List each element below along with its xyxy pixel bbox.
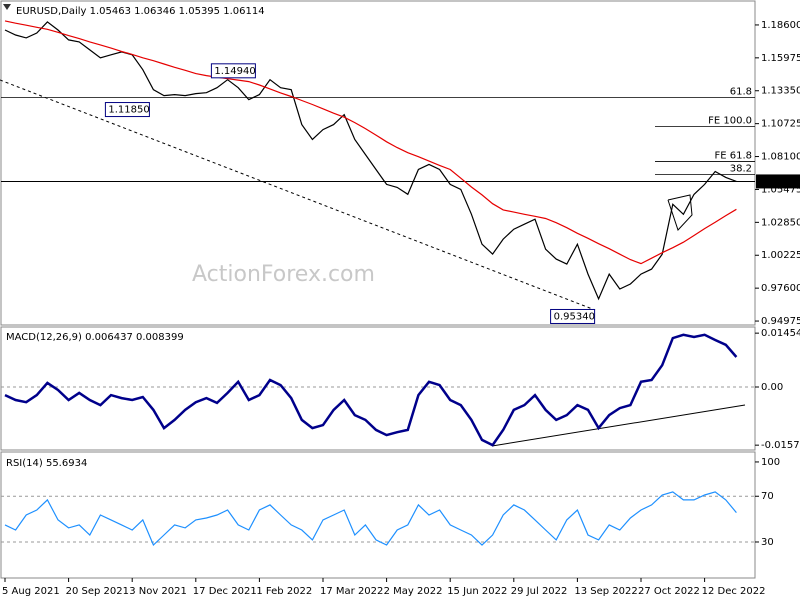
price-panel (0, 0, 756, 326)
y-tick-label: 0.00 (761, 382, 783, 393)
x-tick-label: 29 Jul 2022 (511, 586, 568, 597)
level-label: FE 61.8 (714, 150, 752, 161)
annotation-label: 1.14940 (214, 66, 255, 77)
rsi-panel (0, 451, 756, 579)
x-tick-label: 1 Feb 2022 (256, 586, 312, 597)
x-tick-label: 27 Oct 2022 (638, 586, 700, 597)
y-tick-label: 1.18600 (761, 20, 800, 31)
rsi-title: RSI(14) 55.6934 (6, 458, 87, 469)
y-tick-label: 1.05475 (761, 184, 800, 195)
x-tick-label: 13 Sep 2022 (574, 586, 637, 597)
x-tick-label: 15 Jun 2022 (447, 586, 507, 597)
annotation-box (210, 63, 256, 79)
x-tick-label: 3 Nov 2021 (129, 586, 187, 597)
annotation-box (104, 102, 150, 118)
x-tick-label: 2 May 2022 (384, 586, 443, 597)
x-tick-label: 17 Mar 2022 (320, 586, 383, 597)
y-tick-label: 70 (761, 491, 774, 502)
price-title: EURUSD,Daily 1.05463 1.06346 1.05395 1.0… (16, 6, 265, 17)
macd-trendline (491, 404, 746, 447)
trendline (0, 79, 596, 311)
channel (667, 194, 693, 231)
level-label: FE 100.0 (708, 116, 752, 127)
x-tick-label: 5 Aug 2021 (2, 586, 60, 597)
level-label: 38.2 (730, 163, 752, 174)
y-tick-label: 1.08100 (761, 152, 800, 163)
series-line (4, 491, 737, 547)
y-tick-label: 1.10725 (761, 119, 800, 130)
level-label: 61.8 (730, 87, 752, 98)
annotation-box (550, 308, 596, 324)
macd-title: MACD(12,26,9) 0.006437 0.008399 (6, 332, 184, 343)
y-tick-label: 0.94975 (761, 316, 800, 327)
y-tick-label: 1.13350 (761, 86, 800, 97)
series-line (4, 333, 738, 447)
macd-panel (0, 326, 756, 451)
annotation-label: 0.95340 (554, 311, 595, 322)
y-tick-label: 1.15975 (761, 53, 800, 64)
x-tick-label: 17 Dec 2021 (193, 586, 257, 597)
x-tick-label: 20 Sep 2021 (66, 586, 129, 597)
annotation-label: 1.11850 (108, 105, 149, 116)
last-price-label: 1.06114 (759, 176, 800, 187)
y-tick-label: 30 (761, 537, 774, 548)
last-price-box (756, 174, 800, 189)
x-tick-label: 12 Dec 2022 (702, 586, 766, 597)
y-tick-label: 1.00225 (761, 250, 800, 261)
y-tick-label: 0.014549 (761, 328, 800, 339)
y-tick-label: -0.015712 (761, 440, 800, 451)
y-tick-label: 0.97600 (761, 283, 800, 294)
watermark: ActionForex.com (192, 262, 375, 287)
series-line (4, 20, 737, 265)
y-tick-label: 1.02850 (761, 217, 800, 228)
y-tick-label: 100 (761, 457, 780, 468)
menu-arrow (3, 4, 11, 10)
